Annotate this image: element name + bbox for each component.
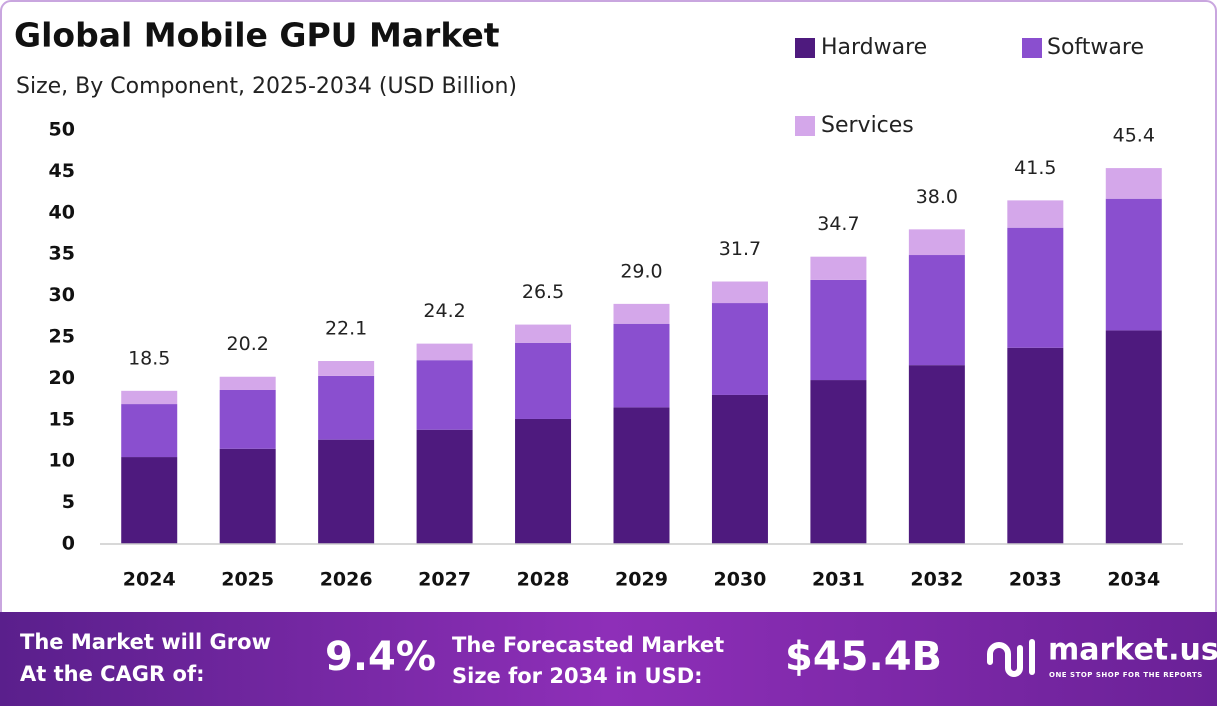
y-tick-label: 5 bbox=[62, 491, 75, 513]
x-tick-label: 2024 bbox=[123, 569, 176, 591]
bar-segment bbox=[1007, 200, 1064, 228]
bar-segment bbox=[219, 389, 276, 449]
banner-text: The Market will Grow bbox=[20, 630, 271, 654]
bar-segment bbox=[711, 281, 768, 304]
bar-segment bbox=[121, 390, 178, 405]
banner bbox=[0, 612, 1217, 706]
chart-title: Global Mobile GPU Market bbox=[14, 16, 500, 55]
chart-subtitle: Size, By Component, 2025-2034 (USD Billi… bbox=[16, 74, 517, 99]
total-label: 34.7 bbox=[817, 213, 859, 235]
x-tick-label: 2030 bbox=[714, 569, 767, 591]
brand: market.us bbox=[1048, 633, 1217, 668]
bar-segment bbox=[1105, 198, 1162, 331]
bar-segment bbox=[810, 380, 867, 544]
legend-swatch bbox=[1022, 38, 1042, 58]
bar-segment bbox=[121, 404, 178, 458]
x-tick-label: 2025 bbox=[221, 569, 274, 591]
banner-text: The Forecasted Market bbox=[452, 633, 724, 657]
x-tick-label: 2029 bbox=[615, 569, 668, 591]
bar-segment bbox=[1007, 347, 1064, 544]
legend: Hardware Software Services bbox=[795, 35, 1144, 138]
bar-segment bbox=[908, 255, 965, 366]
x-tick-label: 2026 bbox=[320, 569, 373, 591]
legend-label: Services bbox=[821, 113, 914, 138]
x-tick-label: 2033 bbox=[1009, 569, 1062, 591]
y-tick-label: 40 bbox=[49, 201, 75, 223]
banner-text: At the CAGR of: bbox=[20, 662, 205, 686]
bar-segment bbox=[515, 324, 572, 343]
y-tick-label: 30 bbox=[49, 284, 75, 306]
x-tick-label: 2027 bbox=[418, 569, 471, 591]
y-tick-label: 50 bbox=[49, 119, 75, 141]
legend-label: Hardware bbox=[821, 35, 927, 60]
total-label: 24.2 bbox=[423, 300, 465, 322]
bar-segment bbox=[515, 418, 572, 544]
total-label: 18.5 bbox=[128, 347, 170, 369]
bar-segment bbox=[219, 448, 276, 544]
bar-segment bbox=[121, 457, 178, 544]
total-label: 41.5 bbox=[1014, 157, 1056, 179]
logo-icon bbox=[987, 639, 1035, 677]
bar-segment bbox=[810, 279, 867, 381]
y-tick-label: 25 bbox=[49, 326, 75, 348]
bar-segment bbox=[1105, 330, 1162, 544]
tagline: ONE STOP SHOP FOR THE REPORTS bbox=[1049, 671, 1203, 679]
bar-segment bbox=[416, 429, 473, 544]
total-label: 31.7 bbox=[719, 238, 761, 260]
bar-segment bbox=[1105, 168, 1162, 199]
bar-segment bbox=[318, 375, 375, 440]
banner-text: Size for 2034 in USD: bbox=[452, 664, 703, 688]
total-label: 29.0 bbox=[620, 260, 662, 282]
x-tick-label: 2028 bbox=[517, 569, 570, 591]
bar-segment bbox=[908, 365, 965, 544]
bar-segment bbox=[711, 394, 768, 544]
legend-swatch bbox=[795, 38, 815, 58]
bar-segment bbox=[810, 256, 867, 280]
x-tick-label: 2034 bbox=[1107, 569, 1160, 591]
y-tick-label: 45 bbox=[49, 160, 75, 182]
y-tick-label: 35 bbox=[49, 243, 75, 265]
bar-segment bbox=[515, 342, 572, 419]
bar-segment bbox=[908, 229, 965, 256]
bar-segment bbox=[711, 303, 768, 395]
x-tick-label: 2032 bbox=[910, 569, 963, 591]
total-label: 26.5 bbox=[522, 281, 564, 303]
y-tick-label: 20 bbox=[49, 367, 75, 389]
bar-segment bbox=[416, 343, 473, 361]
legend-label: Software bbox=[1047, 35, 1144, 60]
bar-segment bbox=[318, 361, 375, 376]
bar-segment bbox=[613, 407, 670, 544]
bar-segment bbox=[219, 376, 276, 390]
bar-segment bbox=[613, 303, 670, 324]
total-label: 38.0 bbox=[916, 186, 958, 208]
cagr-value: 9.4% bbox=[325, 634, 436, 680]
bar-segment bbox=[613, 323, 670, 408]
bar-segment bbox=[1007, 227, 1064, 348]
bar-segment bbox=[318, 439, 375, 544]
total-label: 20.2 bbox=[227, 333, 269, 355]
legend-swatch bbox=[795, 116, 815, 136]
total-label: 45.4 bbox=[1113, 125, 1155, 147]
total-label: 22.1 bbox=[325, 318, 367, 340]
x-tick-label: 2031 bbox=[812, 569, 865, 591]
y-tick-label: 15 bbox=[49, 408, 75, 430]
y-tick-label: 10 bbox=[49, 450, 75, 472]
forecast-value: $45.4B bbox=[785, 634, 942, 680]
bar-segment bbox=[416, 360, 473, 430]
y-tick-label: 0 bbox=[62, 533, 75, 555]
